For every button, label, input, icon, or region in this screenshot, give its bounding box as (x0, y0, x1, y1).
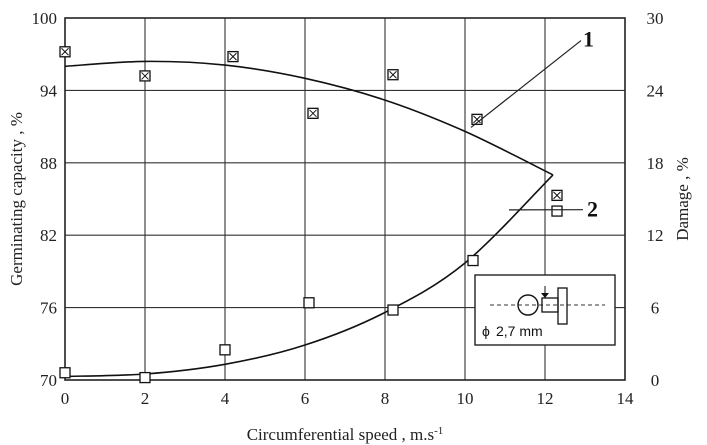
data-point-cross-b-series-1-4 (389, 70, 397, 79)
data-point-series-1-1 (139, 70, 151, 82)
curve-1-leader-line (470, 40, 582, 128)
data-point-series-1-4 (387, 69, 399, 81)
data-point-marker-series-2-6 (551, 205, 563, 217)
y-left-tick-label-5: 100 (32, 9, 58, 28)
x-tick-label-0: 0 (61, 389, 70, 408)
data-points (59, 46, 563, 384)
inset-seed-circle (517, 294, 539, 316)
inset-diameter-symbol: ϕ (482, 323, 490, 339)
data-point-series-2-3 (303, 297, 315, 309)
data-point-marker-series-2-0 (59, 367, 71, 379)
x-axis-title-text: Circumferential speed , m.s (247, 425, 434, 444)
data-point-marker-series-2-5 (467, 254, 479, 267)
data-point-cross-b-series-1-1 (141, 72, 149, 80)
x-tick-label-5: 10 (457, 389, 474, 408)
data-point-marker-series-2-3 (303, 297, 315, 309)
data-point-series-2-2 (219, 344, 231, 356)
data-point-series-1-2 (227, 50, 239, 63)
inset-plate (557, 287, 568, 325)
x-axis-title: Circumferential speed , m.s-1 (247, 425, 444, 444)
data-point-cross-b-series-1-0 (61, 47, 69, 56)
data-point-cross-b-series-1-6 (553, 191, 561, 200)
data-point-cross-b-series-1-3 (309, 109, 317, 118)
y-left-tick-label-4: 94 (40, 81, 58, 100)
y-left-tick-label-3: 88 (40, 154, 57, 173)
data-point-series-2-6 (551, 205, 563, 217)
x-tick-label-3: 6 (301, 389, 310, 408)
inset-dimension-label: 2,7 mm (496, 323, 543, 339)
plot-frame (64, 17, 626, 381)
y-right-tick-label-2: 12 (647, 226, 664, 245)
y-axis-left-title: Germinating capacity , % (7, 112, 26, 286)
inset-arrow-head (541, 293, 549, 298)
data-point-series-2-0 (59, 367, 71, 379)
y-left-tick-label-0: 70 (40, 371, 57, 390)
y-left-tick-label-1: 76 (40, 299, 57, 318)
data-point-marker-series-2-2 (219, 344, 231, 356)
x-axis-title-exponent: -1 (434, 425, 443, 437)
x-tick-label-7: 14 (617, 389, 635, 408)
x-tick-label-4: 8 (381, 389, 390, 408)
y-right-tick-label-4: 24 (647, 81, 665, 100)
x-tick-label-6: 12 (537, 389, 554, 408)
y-right-tick-label-1: 6 (651, 299, 660, 318)
x-tick-label-2: 4 (221, 389, 230, 408)
data-point-cross-b-series-1-5 (473, 115, 481, 124)
x-tick-label-1: 2 (141, 389, 150, 408)
data-point-marker-series-2-1 (139, 371, 151, 384)
y-right-tick-label-3: 18 (647, 154, 664, 173)
data-point-marker-series-2-4 (387, 304, 399, 316)
y-right-tick-label-0: 0 (651, 371, 660, 390)
y-left-tick-label-2: 82 (40, 226, 57, 245)
curve-label-1: 1 (583, 27, 594, 52)
y-right-tick-label-5: 30 (647, 9, 664, 28)
data-point-series-2-5 (467, 254, 479, 267)
nozzle-inset: ϕ 2,7 mm (474, 274, 616, 346)
data-point-series-1-3 (307, 107, 319, 119)
data-point-series-1-6 (551, 189, 563, 202)
data-point-series-2-1 (139, 371, 151, 384)
data-point-cross-b-series-1-2 (229, 52, 237, 61)
curve-label-2: 2 (587, 197, 598, 222)
data-point-series-1-0 (59, 46, 71, 58)
fit-curve-series-1 (64, 60, 554, 176)
data-point-series-2-4 (387, 304, 399, 316)
y-axis-right-title: Damage , % (673, 157, 692, 241)
